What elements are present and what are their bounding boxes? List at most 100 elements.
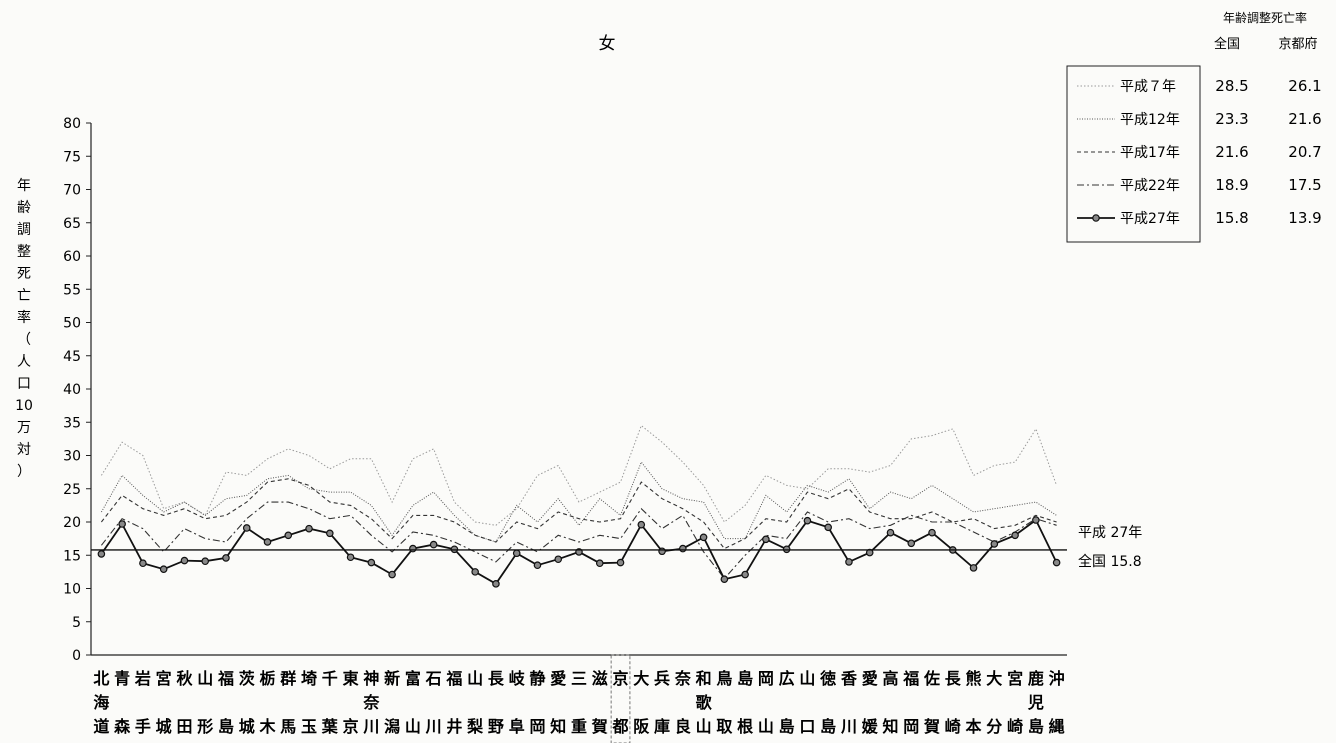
- x-tick-label: 岡: [758, 669, 774, 688]
- legend-swatch-marker: [1092, 214, 1100, 222]
- chart-title: 女: [599, 34, 616, 54]
- x-tick-label: 滋: [592, 669, 608, 688]
- series-point: [803, 516, 812, 525]
- x-tick-label: 島: [820, 717, 836, 736]
- x-tick-label: 城: [156, 717, 172, 736]
- x-tick-label: 和: [696, 669, 712, 688]
- x-tick-label: 賀: [591, 717, 608, 736]
- x-tick-label: 崎: [945, 717, 961, 736]
- y-label-char: 人: [17, 354, 31, 370]
- series-point: [388, 570, 396, 579]
- legend-kyoto-value: 26.1: [1288, 77, 1321, 95]
- series-lines: [97, 424, 1061, 588]
- x-tick-label: 群: [280, 669, 296, 688]
- x-tick-label: 岡: [903, 717, 919, 736]
- x-tick-label: 川: [362, 717, 379, 736]
- y-tick-label: 5: [72, 615, 81, 631]
- y-label-char: 万: [17, 420, 31, 436]
- x-tick-label: 島: [218, 717, 234, 736]
- series-point: [845, 558, 853, 566]
- series-point: [886, 528, 895, 537]
- x-tick-label: 良: [675, 717, 691, 736]
- legend-label: 平成12年: [1120, 112, 1180, 128]
- series-point: [409, 544, 417, 553]
- series-point: [222, 554, 230, 562]
- x-tick-label: 都: [612, 717, 629, 736]
- series-point: [139, 559, 147, 568]
- x-tick-label: 手: [135, 717, 151, 736]
- series-point: [118, 520, 126, 528]
- x-tick-label: 梨: [466, 717, 484, 736]
- y-label-char: 口: [17, 376, 31, 392]
- x-tick-label: 石: [425, 669, 442, 688]
- series-point: [658, 547, 666, 556]
- x-tick-label: 岡: [529, 717, 545, 736]
- legend-header-title: 年齢調整死亡率: [1223, 10, 1307, 25]
- x-tick-label: 玉: [301, 717, 317, 736]
- x-tick-label: 岐: [509, 669, 525, 688]
- reference-label-year: 平成 27年: [1078, 525, 1142, 541]
- x-tick-label: 媛: [861, 717, 879, 736]
- series-point: [554, 555, 563, 564]
- series-point: [471, 568, 479, 576]
- x-axis-labels: 北海道青森岩手宮城秋田山形福島茨城栃木群馬埼玉千葉東京神奈川新潟富山石川福井山梨…: [93, 669, 1064, 736]
- y-tick-label: 80: [63, 116, 81, 132]
- legend-kyoto-value: 13.9: [1288, 209, 1321, 227]
- x-tick-label: 静: [529, 669, 545, 688]
- x-tick-label: 栃: [260, 669, 276, 688]
- y-label-char: ）: [17, 464, 31, 480]
- y-tick-label: 40: [63, 382, 81, 398]
- y-label-char: 対: [17, 442, 31, 458]
- series-point: [512, 549, 521, 558]
- x-tick-label: 葉: [321, 717, 339, 736]
- x-tick-label: 宮: [156, 669, 172, 688]
- series-point: [346, 553, 355, 562]
- x-tick-label: 兵: [654, 669, 670, 688]
- y-tick-label: 25: [63, 482, 81, 498]
- x-tick-label: 長: [488, 669, 505, 688]
- x-tick-label: 賀: [923, 717, 940, 736]
- series-point: [326, 529, 334, 538]
- x-tick-label: 本: [966, 717, 982, 736]
- x-tick-label: 島: [737, 669, 753, 688]
- series-point: [533, 561, 542, 570]
- series-point: [990, 540, 999, 548]
- series-point: [180, 556, 189, 565]
- series-line-3: [100, 501, 1057, 580]
- legend-header-national: 全国: [1214, 36, 1240, 52]
- series-point: [720, 575, 729, 583]
- legend-national-value: 15.8: [1215, 209, 1248, 227]
- x-tick-label: 広: [779, 669, 795, 688]
- x-tick-label: 沖: [1049, 669, 1065, 688]
- x-tick-label: 愛: [862, 669, 878, 688]
- legend-kyoto-value: 20.7: [1288, 143, 1321, 161]
- series-point: [367, 558, 376, 567]
- x-tick-label: 秋: [176, 669, 193, 688]
- legend-national-value: 21.6: [1215, 143, 1248, 161]
- series-point: [741, 570, 749, 579]
- x-tick-label: 鳥: [716, 669, 732, 688]
- y-label-char: 死: [17, 266, 31, 282]
- x-tick-label: 山: [197, 669, 213, 688]
- series-point: [928, 528, 936, 537]
- x-tick-label: 新: [384, 669, 400, 688]
- series-point: [305, 524, 313, 533]
- x-tick-label: 香: [840, 669, 858, 688]
- series-point: [637, 520, 646, 529]
- x-tick-label: 山: [696, 717, 712, 736]
- series-point: [969, 564, 978, 572]
- x-tick-label: 山: [799, 669, 815, 688]
- legend-label: 平成27年: [1120, 211, 1180, 227]
- x-tick-label: 野: [488, 717, 504, 736]
- x-tick-label: 三: [571, 669, 587, 688]
- x-tick-label: 阜: [509, 717, 525, 736]
- series-point: [242, 524, 251, 532]
- y-tick-label: 15: [63, 548, 81, 564]
- x-tick-label: 井: [446, 717, 462, 736]
- series-point: [1011, 531, 1019, 540]
- y-tick-label: 60: [63, 249, 81, 265]
- y-label-char: 率: [17, 309, 31, 326]
- series-point: [824, 523, 832, 532]
- x-tick-label: 海: [93, 693, 109, 712]
